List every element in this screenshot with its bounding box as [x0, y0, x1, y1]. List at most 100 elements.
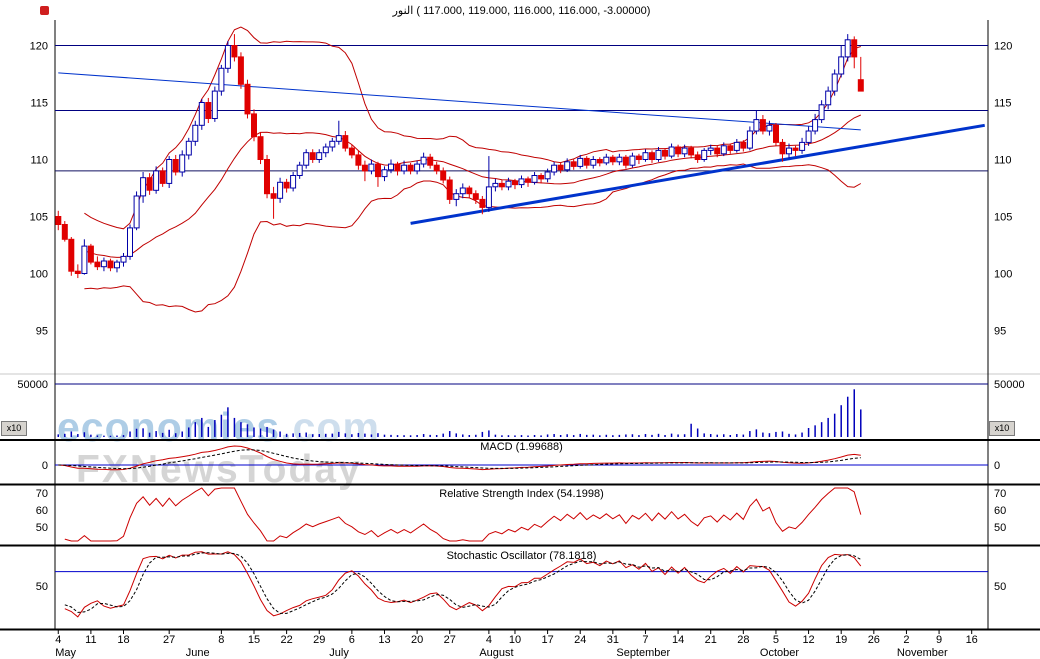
day-tick-label: 10 — [509, 634, 521, 646]
bollinger-lower-band — [84, 163, 862, 313]
candle-body — [394, 163, 401, 172]
rsi-axis-label-left: 70 — [36, 488, 48, 500]
candle-body — [375, 163, 381, 178]
candle-body — [61, 224, 68, 240]
candle-body — [361, 164, 368, 172]
candle-body — [609, 156, 616, 163]
candle-body — [211, 90, 218, 119]
candle-body — [616, 156, 623, 163]
candle-body — [831, 73, 838, 92]
trendline — [58, 72, 861, 131]
candle-body — [596, 159, 603, 164]
price-axis-label-left: 100 — [30, 269, 48, 281]
volume-multiplier-box-left: x10 — [1, 421, 27, 436]
candle-body — [388, 163, 394, 171]
candle-body — [505, 180, 512, 188]
month-label: May — [55, 647, 76, 659]
candle-body — [472, 193, 479, 200]
candle-body — [805, 130, 812, 143]
candle-body — [518, 178, 525, 186]
candle-body — [140, 177, 147, 197]
macd-signal-line — [58, 449, 861, 470]
day-tick-label: 8 — [218, 634, 224, 646]
candle-body — [603, 156, 610, 164]
candle-body — [779, 141, 786, 155]
candle-body — [198, 102, 205, 126]
stoch-panel: 50 50 — [36, 551, 1006, 618]
candle-body — [55, 216, 62, 225]
candle-body — [381, 169, 388, 178]
candle-body — [786, 147, 792, 155]
month-label: November — [897, 647, 948, 659]
candle-body — [492, 182, 499, 188]
candle-body — [577, 157, 584, 167]
day-tick-label: 27 — [163, 634, 175, 646]
stoch-axis-label-left: 50 — [36, 581, 48, 593]
candle-body — [590, 159, 597, 166]
candle-body — [662, 149, 668, 157]
month-label: October — [760, 647, 799, 659]
x-axis: 4 11 18 27 8 15 22 29 6 13 20 27 4 10 17 24 31 7 14 21 28 5 12… — [55, 630, 978, 659]
candle-body — [766, 124, 773, 132]
bollinger-upper-band — [84, 26, 861, 230]
day-tick-label: 22 — [280, 634, 292, 646]
candle-body — [231, 45, 238, 58]
candle-body — [792, 147, 799, 151]
candle-body — [694, 154, 701, 160]
candle-body — [427, 156, 434, 166]
candle-body — [583, 157, 590, 166]
trendline — [410, 123, 985, 225]
candle-body — [844, 39, 851, 58]
price-axis-label-right: 115 — [994, 98, 1012, 110]
price-axis-label-right: 110 — [994, 155, 1012, 167]
price-panel: 120 120 115 115 110 110 105 105 100 100 95 95 — [30, 26, 1012, 338]
stoch-axis-label-right: 50 — [994, 581, 1006, 593]
candle-body — [753, 119, 760, 132]
candle-body — [335, 135, 342, 142]
macd-axis-label-left: 0 — [42, 460, 48, 472]
candle-body — [498, 182, 505, 188]
candle-body — [81, 245, 88, 275]
rsi-axis-label-left: 50 — [36, 522, 48, 534]
candle-body — [564, 161, 571, 171]
day-tick-label: 5 — [773, 634, 779, 646]
candle-body — [244, 83, 251, 115]
month-label: September — [616, 647, 670, 659]
candle-body — [538, 175, 545, 180]
day-tick-label: 11 — [85, 634, 96, 646]
day-tick-label: 19 — [835, 634, 847, 646]
rsi-axis-label-right: 50 — [994, 522, 1006, 534]
day-tick-label: 31 — [607, 634, 619, 646]
day-tick-label: 24 — [574, 634, 586, 646]
candle-body — [446, 179, 453, 200]
candle-body — [290, 175, 297, 189]
volume-multiplier-box-right: x10 — [989, 421, 1015, 436]
price-axis-label-left: 120 — [30, 41, 48, 53]
candle-body — [74, 270, 81, 275]
price-axis-label-left: 110 — [30, 155, 48, 167]
candle-body — [322, 146, 329, 154]
candle-body — [479, 198, 486, 208]
candle-body — [172, 159, 179, 173]
price-axis-label-left: 95 — [36, 326, 48, 338]
candle-body — [799, 141, 806, 151]
candle-body — [838, 56, 845, 75]
candle-body — [329, 140, 336, 148]
volume-axis-label-left: 50000 — [17, 379, 48, 391]
candle-body — [283, 181, 290, 189]
candle-body — [348, 147, 355, 156]
candle-body — [133, 195, 140, 229]
candle-body — [512, 180, 518, 186]
candle-body — [629, 155, 636, 166]
candle-body — [851, 39, 858, 58]
candle-body — [316, 152, 323, 160]
stoch-d-line — [64, 552, 862, 614]
window-icon[interactable] — [40, 6, 49, 15]
candle-body — [185, 140, 192, 156]
candle-body — [720, 145, 727, 155]
candle-body — [107, 260, 114, 269]
candle-body — [551, 164, 558, 173]
